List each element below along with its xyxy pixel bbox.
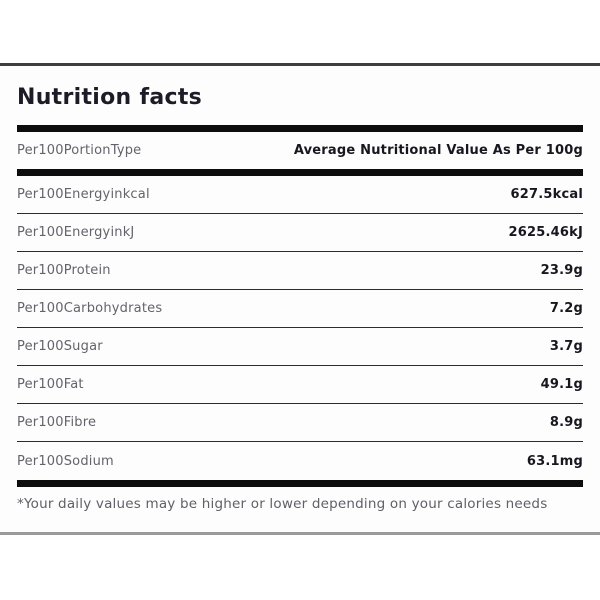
nutrient-table-body: Per100Energyinkcal 627.5kcal Per100Energ… bbox=[17, 176, 583, 480]
nutrient-value: 63.1mg bbox=[526, 453, 583, 469]
table-header-row: Per100PortionType Average Nutritional Va… bbox=[17, 132, 583, 169]
nutrient-value: 49.1g bbox=[540, 377, 583, 392]
nutrient-value: 8.9g bbox=[549, 415, 583, 430]
nutrient-value: 7.2g bbox=[549, 301, 583, 316]
top-thick-rule bbox=[17, 125, 583, 132]
daily-values-footnote: *Your daily values may be higher or lowe… bbox=[17, 496, 548, 512]
nutrient-label: Per100Carbohydrates bbox=[17, 301, 163, 316]
table-row: Per100Fibre 8.9g bbox=[17, 404, 583, 442]
nutrient-label: Per100EnergyinkJ bbox=[17, 225, 135, 240]
table-row: Per100Sugar 3.7g bbox=[17, 328, 583, 366]
nutrient-value: 627.5kcal bbox=[510, 187, 583, 202]
header-thick-rule bbox=[17, 169, 583, 176]
nutrient-value: 3.7g bbox=[549, 339, 583, 354]
nutrient-value: 2625.46kJ bbox=[508, 225, 583, 240]
nutrient-value: 23.9g bbox=[540, 263, 583, 278]
bottom-thick-rule bbox=[17, 480, 583, 487]
nutrient-label: Per100Energyinkcal bbox=[17, 187, 150, 202]
table-row: Per100Energyinkcal 627.5kcal bbox=[17, 176, 583, 214]
table-row: Per100Carbohydrates 7.2g bbox=[17, 290, 583, 328]
table-row: Per100Fat 49.1g bbox=[17, 366, 583, 404]
table-row: Per100EnergyinkJ 2625.46kJ bbox=[17, 214, 583, 252]
table-row: Per100Protein 23.9g bbox=[17, 252, 583, 290]
nutrition-facts-card: Nutrition facts Per100PortionType Averag… bbox=[0, 63, 600, 535]
header-portion-type-label: Per100PortionType bbox=[17, 143, 142, 158]
nutrient-label: Per100Sugar bbox=[17, 339, 103, 354]
nutrient-label: Per100Fat bbox=[17, 377, 84, 392]
nutrient-label: Per100Protein bbox=[17, 263, 111, 278]
page-title: Nutrition facts bbox=[17, 85, 203, 110]
nutrient-label: Per100Sodium bbox=[17, 453, 114, 469]
nutrient-label: Per100Fibre bbox=[17, 415, 97, 430]
header-average-value-label: Average Nutritional Value As Per 100g bbox=[293, 143, 583, 158]
table-row: Per100Sodium 63.1mg bbox=[17, 442, 583, 480]
